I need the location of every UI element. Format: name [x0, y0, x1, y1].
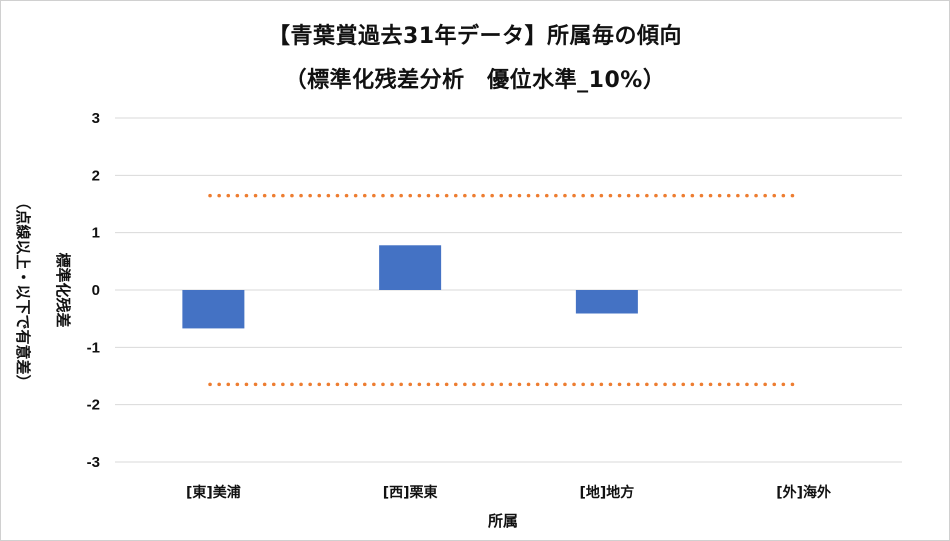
y-tick-label: -3 [87, 454, 100, 471]
y-axis-label: 標準化残差 [54, 252, 72, 327]
y-tick-label: 0 [92, 282, 100, 299]
x-tick-label: [地]地方 [579, 484, 634, 501]
x-tick-label: [外]海外 [776, 484, 831, 501]
bar [379, 245, 442, 290]
grid-lines [115, 117, 902, 463]
x-axis-label: 所属 [488, 512, 518, 530]
y-tick-label: -1 [87, 339, 100, 356]
x-axis-categories: [東]美浦 [西]栗東 [地]地方 [外]海外 [186, 484, 831, 501]
x-tick-label: [東]美浦 [186, 484, 241, 501]
y-tick-label: -2 [87, 397, 100, 414]
y-tick-label: 1 [92, 225, 100, 242]
y-tick-label: 2 [92, 167, 100, 184]
bar [575, 290, 638, 314]
chart-subtitle: （標準化残差分析 優位水準_10%） [284, 68, 666, 93]
bars [182, 245, 638, 329]
x-tick-label: [西]栗東 [383, 484, 438, 501]
chart-title: 【青葉賞過去31年データ】所属毎の傾向 [267, 24, 683, 49]
bar [182, 290, 245, 329]
threshold-lines [208, 193, 802, 387]
y-axis-label-note: （点線以上・以下で有意差） [14, 194, 32, 389]
y-tick-label: 3 [92, 110, 100, 127]
y-axis-ticks: 3 2 1 0 -1 -2 -3 [87, 110, 100, 471]
